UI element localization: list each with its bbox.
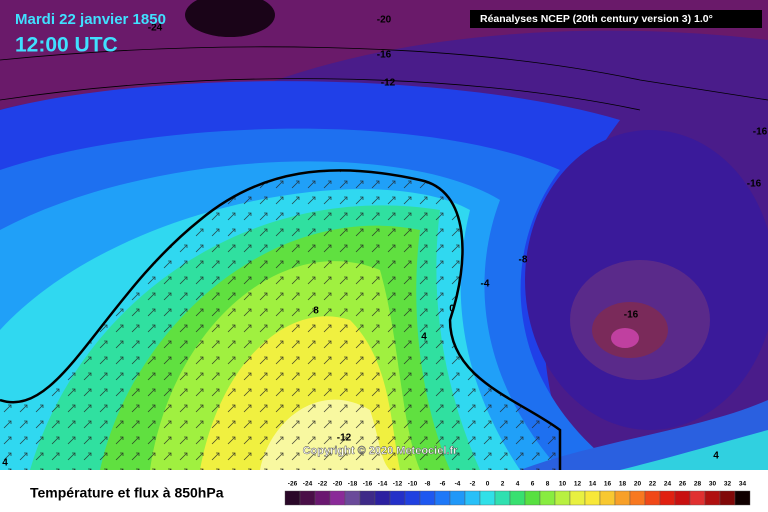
legend-tick-label: 22 xyxy=(649,481,657,488)
legend-tick-label: 12 xyxy=(574,481,582,488)
contour-label: -8 xyxy=(519,255,528,266)
legend-swatch xyxy=(314,490,331,506)
legend-tick-label: 20 xyxy=(634,481,642,488)
contour-label: -16 xyxy=(377,50,392,61)
date: Mardi 22 janvier 1850 xyxy=(15,11,166,28)
legend-swatch xyxy=(659,490,676,506)
legend-tick-label: 6 xyxy=(531,481,535,488)
legend-swatch xyxy=(329,490,346,506)
legend-swatch xyxy=(554,490,571,506)
legend-swatch xyxy=(419,490,436,506)
legend-swatch xyxy=(299,490,316,506)
legend-tick-label: -20 xyxy=(333,481,343,488)
contour-labels: -24 -20 -16 -12 -16 -16 -8 -4 0 4 8 -16 -12 4 4 xyxy=(2,15,767,469)
legend-swatch xyxy=(389,490,406,506)
legend-swatch xyxy=(719,490,736,506)
legend-tick-label: -14 xyxy=(378,481,388,488)
legend-tick-label: 16 xyxy=(604,481,612,488)
legend-tick-label: 18 xyxy=(619,481,627,488)
source-box xyxy=(470,10,762,28)
contour-label: -12 xyxy=(337,433,352,444)
legend-swatch xyxy=(494,490,511,506)
legend-swatch xyxy=(374,490,391,506)
legend-tick-label: 0 xyxy=(486,481,490,488)
legend-swatch xyxy=(524,490,541,506)
contour-label: 4 xyxy=(2,458,8,469)
legend-swatch xyxy=(464,490,481,506)
legend-tick-label: 26 xyxy=(679,481,687,488)
legend-swatch xyxy=(644,490,661,506)
legend-tick-label: -18 xyxy=(348,481,358,488)
legend-tick-label: -8 xyxy=(425,481,431,488)
contour-label: -16 xyxy=(624,310,639,321)
legend-tick-label: -16 xyxy=(363,481,373,488)
contour-label: -16 xyxy=(753,127,768,138)
legend-swatch xyxy=(539,490,556,506)
time: 12:00 UTC xyxy=(15,34,118,57)
legend-swatch xyxy=(479,490,496,506)
legend-tick-label: 34 xyxy=(739,481,747,488)
map-field xyxy=(0,0,768,470)
legend-tick-label: 14 xyxy=(589,481,597,488)
contour-label: -4 xyxy=(481,279,490,290)
legend-tick-label: 32 xyxy=(724,481,732,488)
legend-swatch xyxy=(704,490,721,506)
legend-tick-label: 4 xyxy=(516,481,520,488)
legend-tick-label: -26 xyxy=(288,481,298,488)
legend-tick-label: -2 xyxy=(470,481,476,488)
legend-swatch xyxy=(434,490,451,506)
legend-tick-label: -22 xyxy=(318,481,328,488)
legend-swatch xyxy=(509,490,526,506)
legend-tick-label: -4 xyxy=(455,481,461,488)
legend-tick-label: 2 xyxy=(501,481,505,488)
legend-tick-label: -24 xyxy=(303,481,313,488)
legend-tick-label: 24 xyxy=(664,481,672,488)
legend-swatch xyxy=(614,490,631,506)
contour-label: -20 xyxy=(377,15,392,26)
legend-tick-label: -12 xyxy=(393,481,403,488)
legend-swatch xyxy=(359,490,376,506)
legend-swatch xyxy=(734,490,751,506)
legend-tick-label: -10 xyxy=(408,481,418,488)
legend-swatch xyxy=(584,490,601,506)
legend-swatch xyxy=(689,490,706,506)
contour-label: 4 xyxy=(421,332,427,343)
copyright: Copyright © 2020 Meteociel.fr xyxy=(303,445,459,457)
legend-swatch xyxy=(599,490,616,506)
legend-swatch xyxy=(404,490,421,506)
legend-tick-label: 28 xyxy=(694,481,702,488)
legend-tick-label: 8 xyxy=(546,481,550,488)
source: Réanalyses NCEP (20th century version 3)… xyxy=(480,13,713,25)
contour-label: -16 xyxy=(747,179,762,190)
legend-swatch xyxy=(449,490,466,506)
contour-label: -24 xyxy=(148,23,163,34)
contour-label: 4 xyxy=(713,451,719,462)
legend-swatch xyxy=(674,490,691,506)
legend-swatch xyxy=(629,490,646,506)
legend-swatch xyxy=(569,490,586,506)
contour-label: 0 xyxy=(449,304,455,315)
legend-swatch xyxy=(284,490,301,506)
footer-title: Température et flux à 850hPa xyxy=(30,485,224,501)
contour-label: -12 xyxy=(381,78,396,89)
legend-tick-label: -6 xyxy=(440,481,446,488)
legend-swatch xyxy=(344,490,361,506)
legend: -26 -24 -22 -20 -18 -16 -14 -12 -10 -8 -6 -4 -2 0 2 4 6 8… xyxy=(284,481,751,506)
legend-tick-label: 30 xyxy=(709,481,717,488)
contour-label: 8 xyxy=(313,306,319,317)
legend-tick-label: 10 xyxy=(559,481,567,488)
